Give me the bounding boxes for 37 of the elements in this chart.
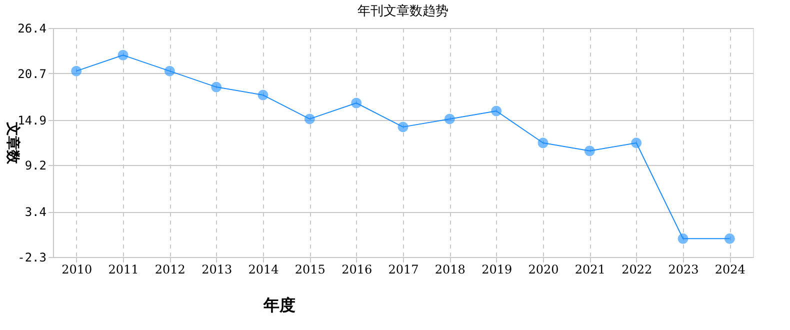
point [351, 98, 362, 108]
x-tick-label: 2023 [668, 262, 699, 276]
x-tick-label: 2020 [528, 262, 559, 276]
point [584, 146, 595, 156]
x-tick-label: 2014 [248, 262, 280, 276]
x-tick-label: 2012 [154, 262, 186, 276]
point [631, 138, 642, 148]
point [304, 114, 315, 124]
point [724, 233, 735, 244]
x-tick-label: 2018 [434, 262, 466, 276]
x-tick-label: 2024 [714, 262, 746, 276]
x-tick-label: 2010 [62, 262, 92, 276]
x-tick-label: 2019 [482, 262, 512, 276]
chart-title: 年刊文章数趋势 [358, 4, 448, 19]
y-tick-label: -2.3 [18, 250, 46, 264]
point [398, 122, 408, 132]
x-tick-label: 2021 [574, 262, 606, 276]
point [211, 82, 222, 92]
point [444, 114, 455, 124]
point [538, 138, 548, 148]
point [678, 233, 688, 244]
point [118, 50, 128, 60]
y-tick-label: 9.2 [24, 158, 46, 173]
y-tick-label: 20.7 [18, 66, 46, 81]
x-tick-label: 2015 [294, 262, 326, 276]
x-tick-label: 2022 [622, 262, 652, 276]
x-tick-label: 2013 [202, 262, 232, 276]
x-tick-label: 2017 [388, 262, 419, 276]
x-tick-label: 2011 [108, 262, 139, 276]
point [258, 90, 268, 100]
point [164, 66, 175, 76]
y-tick-label: 3.4 [24, 205, 46, 220]
x-tick-label: 2016 [342, 262, 372, 276]
point [491, 106, 502, 116]
x-axis-title: 年度 [262, 296, 296, 314]
y-tick-label: 26.4 [18, 22, 46, 36]
point [71, 66, 82, 76]
